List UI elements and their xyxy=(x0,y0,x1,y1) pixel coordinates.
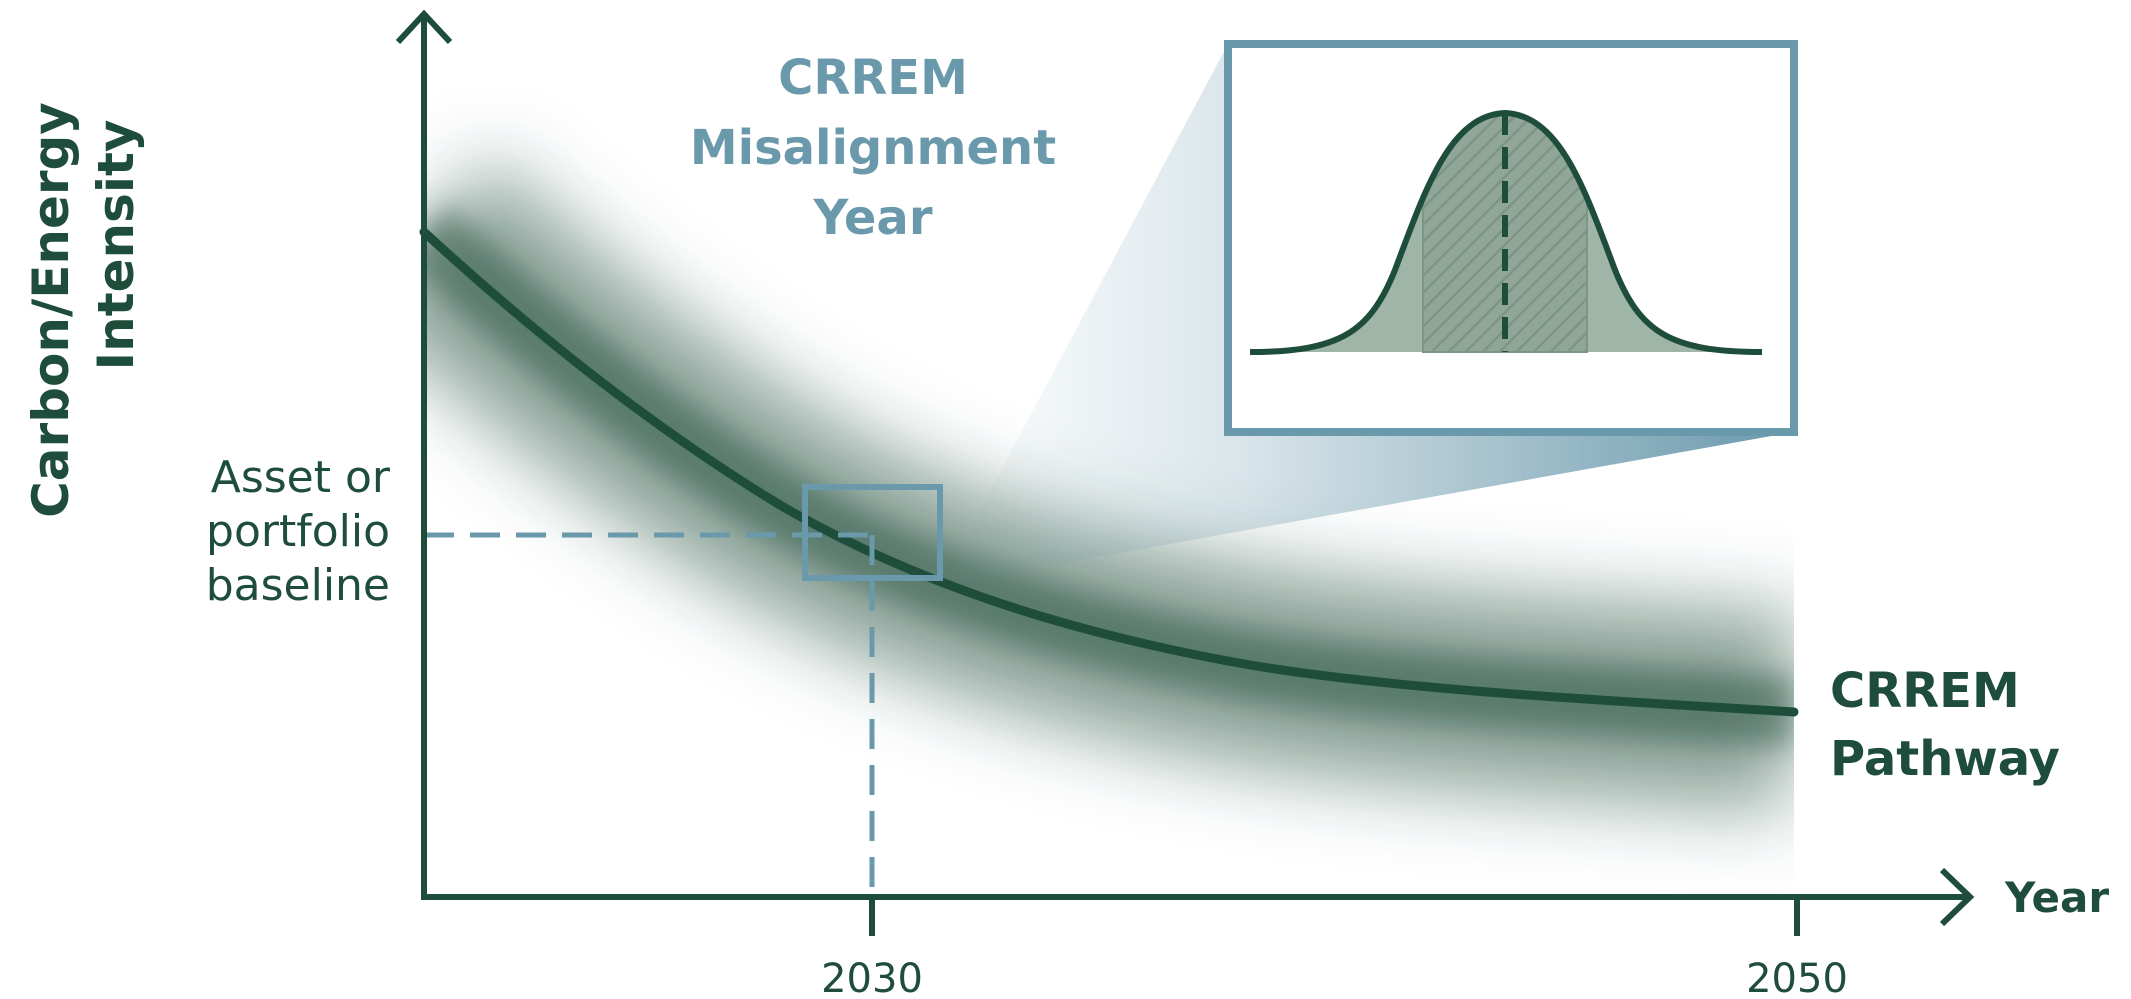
pathway-label-line2: Pathway xyxy=(1830,731,2060,787)
y-axis-title-line2: Intensity xyxy=(87,119,145,370)
callout-title-line3: Year xyxy=(813,190,933,246)
tick-label-2030: 2030 xyxy=(821,956,923,999)
callout-title-line2: Misalignment xyxy=(690,120,1056,176)
y-axis-title-line1: Carbon/Energy xyxy=(22,102,80,518)
baseline-label-line3: baseline xyxy=(206,560,390,611)
crrem-pathway-line xyxy=(419,227,1799,717)
arrow-right-icon xyxy=(1939,867,1975,927)
tick-label-2050: 2050 xyxy=(1746,956,1848,999)
inset-distribution xyxy=(1249,109,1763,355)
arrow-up-icon xyxy=(395,9,453,45)
baseline-label-line1: Asset or xyxy=(211,452,391,503)
pathway-label-line1: CRREM xyxy=(1830,663,2020,719)
x-axis-title: Year xyxy=(2004,873,2109,922)
baseline-label-line2: portfolio xyxy=(206,506,390,557)
callout-title-line1: CRREM xyxy=(778,50,968,106)
intersection-highlight-box xyxy=(802,484,943,581)
